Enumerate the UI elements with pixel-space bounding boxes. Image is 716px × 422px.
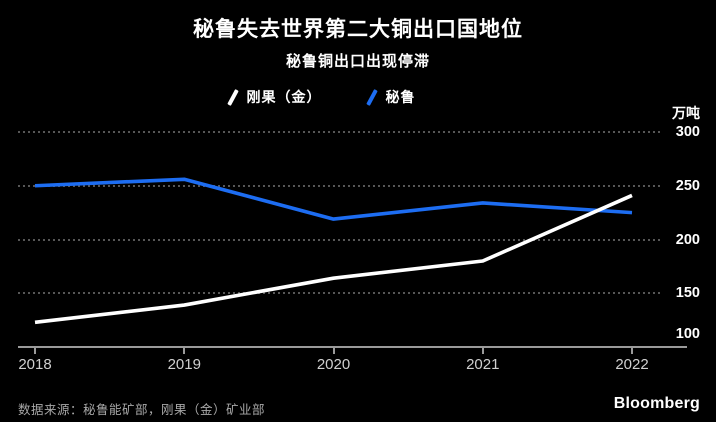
x-tick-2019 [183,348,186,354]
y-axis-unit-label: 万吨 [672,105,700,121]
legend: 刚果（金） 秘鲁 [0,86,681,108]
x-tick-label-2022: 2022 [615,356,649,373]
x-axis-line [18,346,687,348]
x-tick-2020 [332,348,335,354]
chart-subtitle: 秘鲁铜出口出现停滞 [285,54,430,70]
legend-label-congo: 刚果（金） [246,89,322,105]
y-tick-label-100: 100 [675,326,700,342]
x-tick-label-2018: 2018 [18,356,52,373]
series-line-刚果（金） [34,193,633,325]
x-tick-label-2019: 2019 [167,356,201,373]
x-tick-2018 [34,348,36,354]
bloomberg-logo: Bloomberg [613,395,700,412]
y-tick-label-150: 150 [675,285,700,302]
x-tick-label-2021: 2021 [466,356,500,373]
source-note: 数据来源：秘鲁能矿部，刚果（金）矿业部 [18,403,266,417]
gridline-200 [18,238,660,241]
gridline-150 [18,292,660,295]
y-tick-label-200: 200 [675,231,700,248]
y-tick-label-250: 250 [675,177,700,194]
gridline-250 [18,184,660,187]
x-tick-2021 [481,348,484,354]
legend-item-congo: 刚果（金） [226,87,322,107]
y-tick-label-300: 300 [675,124,700,140]
series-line-秘鲁 [34,177,633,221]
legend-item-peru: 秘鲁 [365,87,416,107]
x-tick-2022 [631,348,633,354]
gridline-300 [18,131,660,133]
legend-label-peru: 秘鲁 [385,89,416,105]
chart-title: 秘鲁失去世界第二大铜出口国地位 [193,17,523,41]
x-tick-label-2020: 2020 [316,356,351,373]
